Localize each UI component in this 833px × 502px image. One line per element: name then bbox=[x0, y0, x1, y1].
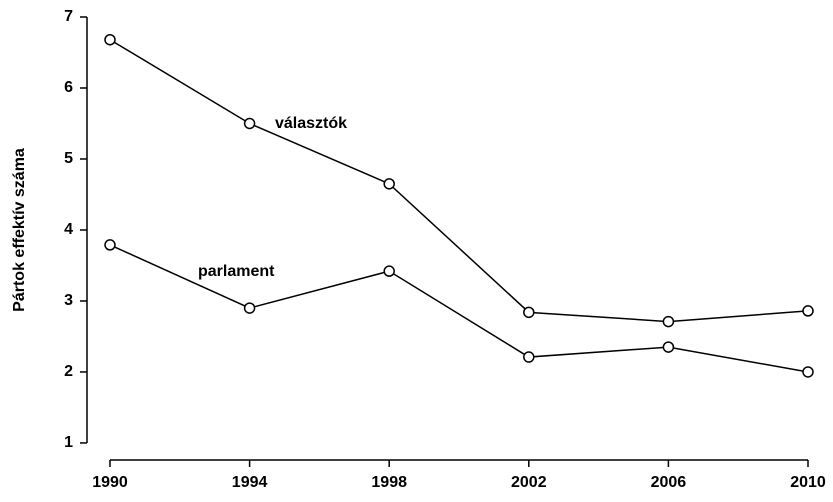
series-line bbox=[109, 39, 809, 323]
marker bbox=[802, 366, 814, 378]
marker bbox=[662, 315, 675, 328]
marker bbox=[383, 178, 395, 190]
marker bbox=[523, 351, 535, 363]
marker bbox=[383, 265, 395, 277]
series-label: választók bbox=[275, 115, 347, 132]
x-tick-label: 2006 bbox=[651, 474, 687, 491]
series-line bbox=[109, 244, 809, 373]
marker bbox=[243, 302, 256, 314]
marker bbox=[662, 341, 675, 353]
y-tick-label: 1 bbox=[64, 434, 73, 451]
marker bbox=[523, 306, 535, 319]
marker bbox=[243, 117, 256, 130]
x-tick-label: 2010 bbox=[790, 474, 826, 491]
y-tick-label: 6 bbox=[64, 79, 73, 96]
x-tick-label: 1994 bbox=[232, 474, 268, 491]
y-tick-label: 2 bbox=[64, 363, 73, 380]
x-tick-label: 1998 bbox=[371, 474, 407, 491]
x-tick-label: 1990 bbox=[92, 474, 128, 491]
marker bbox=[104, 33, 116, 46]
y-axis-label: Pártok effektív száma bbox=[11, 148, 28, 312]
marker bbox=[104, 239, 116, 251]
series-label: parlament bbox=[198, 263, 275, 280]
y-tick-label: 4 bbox=[64, 221, 73, 238]
y-tick-label: 7 bbox=[64, 8, 73, 25]
y-tick-label: 5 bbox=[64, 150, 73, 167]
x-tick-label: 2002 bbox=[511, 474, 547, 491]
marker bbox=[802, 305, 814, 317]
y-tick-label: 3 bbox=[64, 292, 73, 309]
